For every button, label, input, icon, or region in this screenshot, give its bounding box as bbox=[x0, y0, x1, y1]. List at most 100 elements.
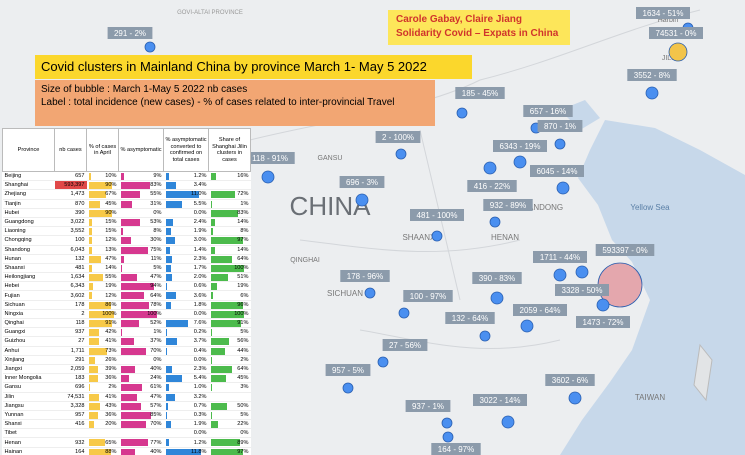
table-cell: Fujian bbox=[2, 290, 55, 301]
table-cell: 3,328 bbox=[54, 401, 87, 411]
table-cell: 3.7% bbox=[163, 336, 209, 347]
table-cell: 6% bbox=[208, 290, 251, 301]
header-cell: % of cases in April bbox=[86, 128, 119, 172]
cell-text: 61% bbox=[150, 384, 162, 391]
table-row: Jilin 74,531 41% 47% 3.2% bbox=[2, 392, 251, 402]
table-cell: 45% bbox=[208, 373, 251, 384]
cell-text: Inner Mongolia bbox=[4, 375, 42, 382]
cell-text: 593,397 bbox=[64, 182, 85, 189]
table-cell: 100 bbox=[54, 235, 87, 246]
cell-text: 31% bbox=[150, 200, 162, 207]
cell-text: Anhui bbox=[4, 347, 19, 354]
cell-bar bbox=[88, 411, 98, 419]
cell-bar bbox=[88, 356, 96, 364]
cell-bar bbox=[88, 173, 92, 180]
table-cell: 30% bbox=[118, 235, 164, 246]
table-cell: 1.9% bbox=[163, 226, 209, 237]
table-cell: 100% bbox=[118, 309, 164, 320]
cell-bar bbox=[88, 246, 92, 254]
table-cell: Guangxi bbox=[2, 327, 55, 338]
bubble bbox=[144, 41, 156, 53]
cell-text: 1% bbox=[240, 200, 249, 207]
header-cell: Province bbox=[2, 128, 55, 172]
cell-text: 14% bbox=[237, 219, 249, 226]
table-cell: 73% bbox=[86, 346, 119, 356]
table-cell: 72% bbox=[208, 189, 251, 200]
table-cell: 15% bbox=[86, 226, 119, 237]
cell-text: 1.9% bbox=[193, 421, 207, 428]
cell-text: 1.7% bbox=[193, 264, 207, 271]
table-cell: 932 bbox=[54, 437, 87, 448]
table-cell: 14% bbox=[208, 217, 251, 228]
bubble-label: 593397 - 0% bbox=[602, 246, 647, 255]
cell-text: 7.6% bbox=[193, 320, 207, 327]
table-cell: 37% bbox=[118, 336, 164, 347]
table-cell: 10% bbox=[86, 171, 119, 182]
place-label: TAIWAN bbox=[635, 393, 665, 402]
cell-text: 27 bbox=[78, 338, 85, 345]
bubble-label-bg bbox=[595, 244, 655, 256]
table-cell: 132 bbox=[54, 254, 87, 264]
table-cell: 696 bbox=[54, 382, 87, 393]
cell-text: 70% bbox=[150, 421, 162, 428]
table-cell: 100% bbox=[208, 309, 251, 320]
cell-text: 51% bbox=[237, 274, 249, 281]
table-cell: 12% bbox=[86, 235, 119, 246]
island bbox=[693, 343, 713, 402]
table-cell: 12% bbox=[86, 290, 119, 301]
table-cell: 0.2% bbox=[163, 327, 209, 338]
table-cell: 11.8% bbox=[163, 447, 209, 455]
cell-text: Hunan bbox=[4, 255, 21, 262]
cell-text: 1,473 bbox=[70, 191, 85, 198]
table-cell: Guangdong bbox=[2, 217, 55, 228]
cell-text: 50% bbox=[237, 402, 249, 409]
cell-text: 5% bbox=[240, 411, 249, 418]
table-row: Zhejiang 1,473 67% 55% 11.0% 72% bbox=[2, 189, 251, 200]
cell-bar bbox=[88, 320, 112, 327]
table-cell: 1% bbox=[118, 327, 164, 338]
cell-bar bbox=[88, 191, 106, 199]
cell-bar bbox=[210, 191, 235, 199]
cell-text: 24% bbox=[150, 375, 162, 382]
cell-text: 83% bbox=[150, 182, 162, 189]
cell-bar bbox=[88, 384, 89, 392]
cell-text: 8% bbox=[240, 228, 249, 235]
bubble bbox=[395, 148, 407, 160]
cell-text: Shandong bbox=[4, 246, 31, 253]
bubble bbox=[490, 291, 504, 305]
table-cell: 1.9% bbox=[163, 419, 209, 430]
table-cell: 2% bbox=[208, 355, 251, 365]
table-cell: 0% bbox=[118, 208, 164, 218]
table-cell: Shanxi bbox=[2, 419, 55, 430]
cell-text: Henan bbox=[4, 439, 21, 446]
table-cell: 45% bbox=[86, 199, 119, 209]
table-row: Guizhou 27 41% 37% 3.7% 56% bbox=[2, 336, 251, 347]
bubble-label: 6045 - 14% bbox=[537, 167, 578, 176]
cell-bar bbox=[165, 173, 170, 180]
table-cell: 937 bbox=[54, 327, 87, 338]
cell-text: Shaanxi bbox=[4, 264, 25, 271]
table-cell: 91% bbox=[86, 318, 119, 329]
legend-box: Size of bubble : March 1-May 5 2022 nb c… bbox=[35, 80, 435, 126]
table-row: Shandong 6,043 13% 75% 1.4% 14% bbox=[2, 245, 251, 255]
cell-text: 13% bbox=[105, 246, 117, 253]
table-cell: 16% bbox=[208, 171, 251, 182]
table-cell: 5% bbox=[208, 410, 251, 421]
bubble bbox=[398, 307, 410, 319]
cell-bar bbox=[88, 237, 92, 245]
cell-bar bbox=[120, 173, 124, 180]
table-cell: 164 bbox=[54, 447, 87, 455]
table: Province nb cases% of cases in April% asy… bbox=[2, 128, 251, 455]
place-label: GOVI-ALTAI PROVINCE bbox=[177, 10, 243, 16]
table-cell: 2,059 bbox=[54, 364, 87, 375]
cell-text: 164 bbox=[75, 448, 85, 455]
cell-text: 45% bbox=[237, 375, 249, 382]
table-cell: 9% bbox=[118, 171, 164, 182]
cell-bar bbox=[210, 274, 228, 282]
table-cell: Guizhou bbox=[2, 336, 55, 347]
table-row: Shanxi 416 20% 70% 1.9% 22% bbox=[2, 419, 251, 430]
cell-bar bbox=[120, 421, 146, 429]
cell-text: 3.6% bbox=[193, 292, 207, 299]
cell-bar bbox=[120, 200, 132, 208]
table-cell: Beijing bbox=[2, 171, 55, 182]
